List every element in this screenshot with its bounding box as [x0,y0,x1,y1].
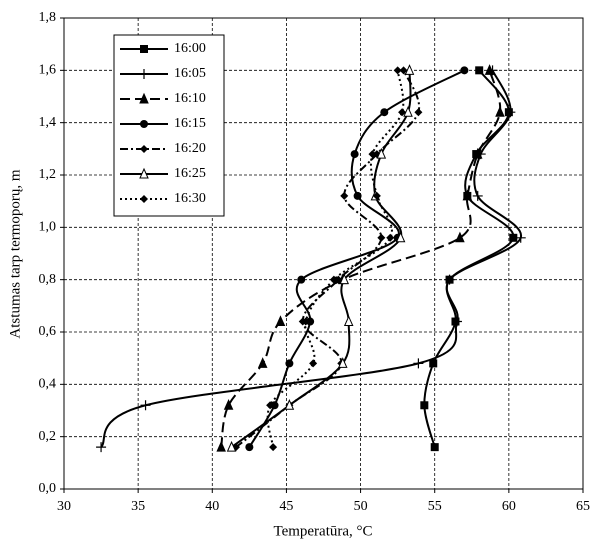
y-tick-label: 1,6 [39,63,57,78]
marker [329,275,338,284]
marker [404,64,415,75]
marker [429,359,438,368]
y-tick-label: 1,4 [39,115,57,130]
marker [377,233,386,242]
marker [372,191,381,200]
marker [484,64,495,75]
marker [420,401,429,410]
x-axis-label: Temperatūra, °C [273,523,372,539]
marker [285,359,294,368]
legend-label: 16:00 [174,41,206,56]
marker [403,105,413,117]
marker [226,440,237,452]
marker [266,401,275,410]
marker [472,147,483,159]
marker [515,232,526,243]
marker [301,317,310,326]
x-tick-label: 45 [279,499,293,514]
series-line [220,70,502,448]
legend-marker [139,92,149,104]
marker [343,315,354,327]
marker [339,273,350,285]
y-tick-label: 1,0 [39,220,57,235]
legend-marker [140,195,148,203]
marker [353,191,362,200]
legend-marker [140,45,148,53]
y-tick-label: 1,2 [39,167,57,182]
marker [376,147,387,159]
marker [395,231,406,243]
series-line [230,70,412,448]
marker [257,357,268,368]
y-tick-label: 0,2 [39,429,57,444]
legend-marker [139,69,149,79]
marker [284,399,295,410]
marker [216,440,226,452]
marker [368,150,377,159]
marker [223,399,234,410]
x-tick-label: 65 [576,499,590,514]
marker [455,231,465,243]
marker [451,316,462,327]
marker [269,443,278,452]
legend-label: 16:10 [174,91,206,106]
marker [393,66,402,75]
marker [380,108,389,117]
series-line [248,69,465,448]
legend-marker [140,145,148,153]
x-tick-label: 50 [354,499,368,514]
series-line [235,69,421,448]
marker [140,400,151,411]
x-tick-label: 55 [428,499,442,514]
y-axis-label: Atstumas tarp termoporų, m [7,169,23,338]
marker [495,105,505,117]
legend-marker [140,120,148,128]
marker [462,189,473,201]
x-tick-label: 30 [57,499,71,514]
marker [338,357,348,368]
marker [399,66,408,75]
legend-label: 16:25 [174,166,206,181]
y-tick-label: 0,0 [39,481,57,496]
x-tick-label: 35 [131,499,145,514]
marker [386,233,395,242]
series-line [423,69,515,448]
marker [505,107,516,118]
marker [398,108,407,117]
marker [414,108,423,117]
legend-marker [139,167,149,179]
marker [460,66,469,75]
marker [340,191,349,200]
legend-box [113,34,225,217]
legend-label: 16:20 [174,141,206,156]
marker [444,274,455,285]
legend-label: 16:05 [174,66,206,81]
marker [306,317,315,326]
y-tick-label: 0,8 [39,272,57,287]
y-tick-label: 0,4 [39,377,57,392]
x-tick-label: 60 [502,499,516,514]
plot-frame [63,17,584,490]
marker [430,443,439,452]
marker [350,150,359,159]
marker [475,66,484,75]
x-tick-label: 40 [205,499,219,514]
series-line [266,70,405,448]
marker [96,442,107,453]
marker [309,359,318,368]
y-tick-label: 0,6 [39,324,57,339]
marker [472,190,483,201]
y-tick-label: 1,8 [39,10,57,25]
marker [509,233,518,242]
legend-label: 16:30 [174,191,206,206]
marker [270,401,279,410]
marker [413,358,424,369]
marker [275,315,286,327]
legend-label: 16:15 [174,116,206,131]
marker [297,275,306,284]
marker [245,443,254,452]
